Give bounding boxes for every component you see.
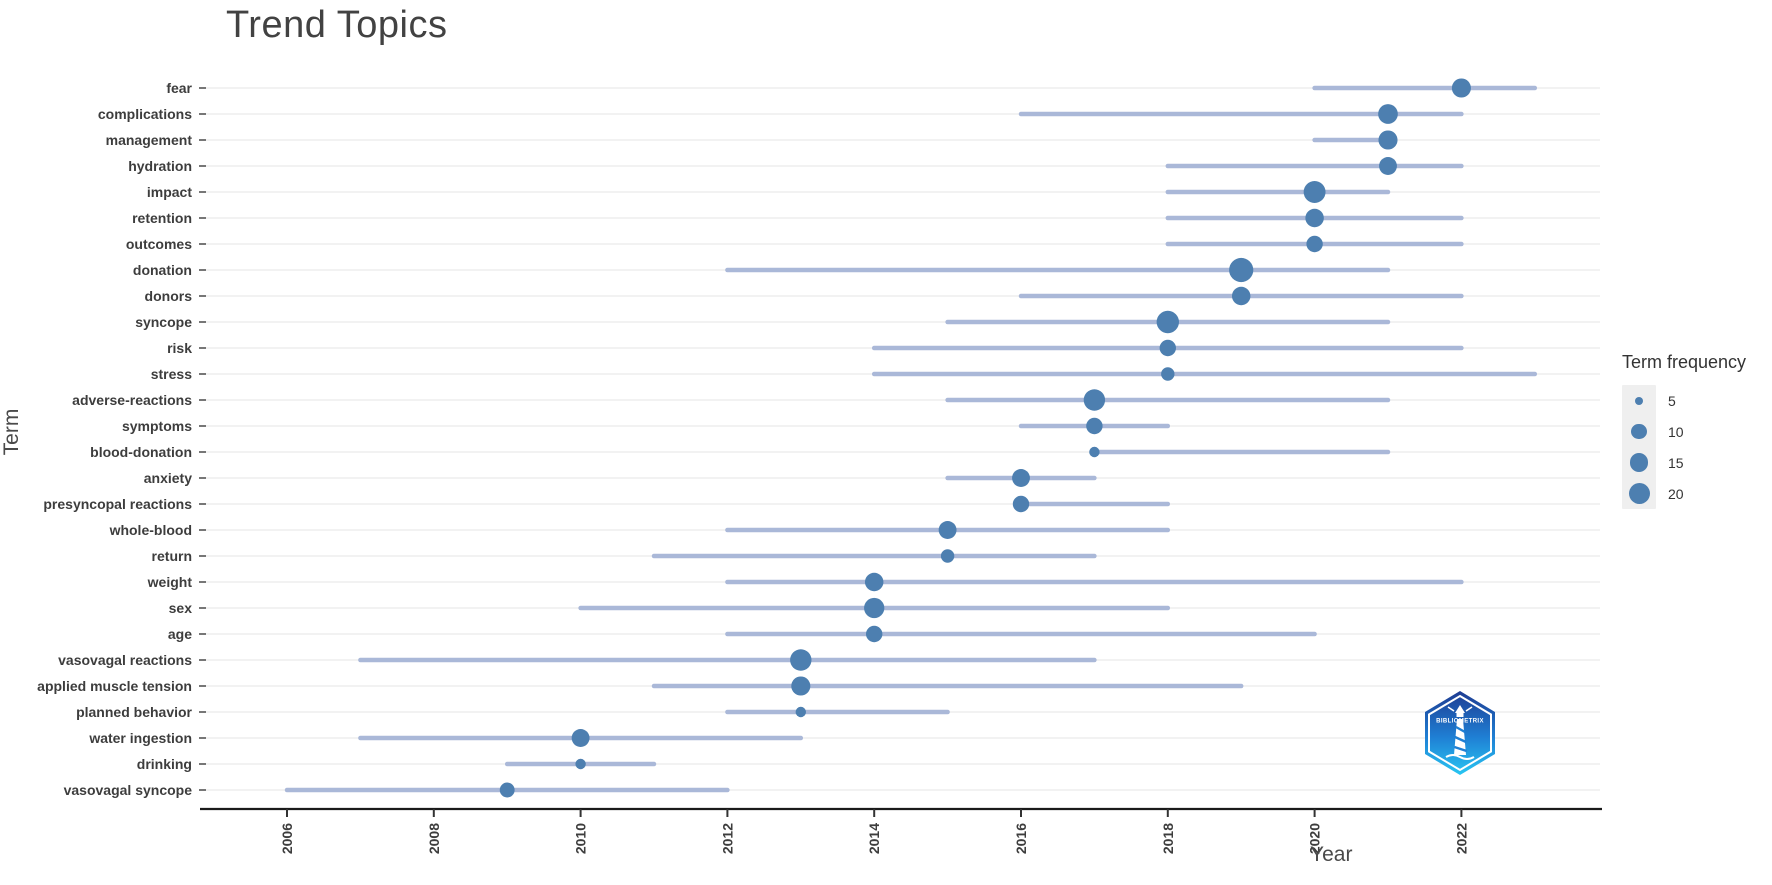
term-label: sex bbox=[169, 600, 193, 616]
x-tick-label: 2022 bbox=[1453, 823, 1469, 854]
legend-size-label: 15 bbox=[1668, 454, 1684, 471]
bibliometrix-logo: BIBLIOMETRIX bbox=[1425, 691, 1495, 775]
legend-size-swatch bbox=[1622, 416, 1656, 447]
trend-dot bbox=[866, 625, 883, 643]
trend-dot bbox=[571, 729, 590, 747]
legend-key bbox=[1622, 385, 1656, 509]
trend-dot bbox=[1305, 208, 1324, 228]
trend-dot bbox=[791, 676, 811, 696]
term-label: vasovagal reactions bbox=[58, 652, 192, 668]
trend-dot bbox=[1378, 130, 1398, 150]
trend-dot bbox=[1229, 257, 1254, 283]
trend-dot bbox=[1306, 235, 1323, 253]
trend-dot bbox=[1156, 310, 1180, 334]
legend: Term frequency 5 10 15 20 bbox=[1622, 352, 1746, 509]
term-label: whole-blood bbox=[109, 522, 192, 538]
term-label: anxiety bbox=[144, 470, 192, 486]
x-tick-label: 2012 bbox=[719, 823, 735, 854]
trend-dot bbox=[1083, 389, 1106, 411]
term-label: impact bbox=[147, 184, 192, 200]
x-tick-label: 2006 bbox=[279, 823, 295, 854]
trend-dot bbox=[1012, 495, 1030, 513]
legend-circle bbox=[1631, 423, 1647, 440]
term-label: age bbox=[168, 626, 192, 642]
x-axis-title: Year bbox=[1310, 843, 1353, 866]
legend-size-swatch bbox=[1622, 385, 1656, 416]
term-label: complications bbox=[98, 106, 192, 122]
term-label: weight bbox=[147, 574, 193, 590]
term-label: donation bbox=[133, 262, 192, 278]
x-tick-label: 2018 bbox=[1160, 823, 1176, 854]
term-label: return bbox=[152, 548, 192, 564]
term-label: risk bbox=[167, 340, 192, 356]
legend-size-label: 20 bbox=[1668, 485, 1684, 502]
trend-dot bbox=[864, 572, 884, 592]
legend-size-swatch bbox=[1622, 478, 1656, 509]
x-tick-label: 2010 bbox=[573, 823, 589, 854]
trend-dot bbox=[575, 758, 586, 770]
term-label: drinking bbox=[137, 756, 192, 772]
term-label: presyncopal reactions bbox=[43, 496, 192, 512]
x-tick-label: 2020 bbox=[1307, 823, 1323, 854]
term-label: management bbox=[106, 132, 193, 148]
x-tick-label: 2014 bbox=[866, 823, 882, 854]
term-label: adverse-reactions bbox=[72, 392, 192, 408]
trend-dot bbox=[1378, 104, 1398, 124]
term-label: vasovagal syncope bbox=[64, 782, 193, 798]
term-label: retention bbox=[132, 210, 192, 226]
legend-title: Term frequency bbox=[1622, 352, 1747, 372]
trend-dot bbox=[1451, 78, 1471, 98]
legend-circle bbox=[1635, 396, 1643, 405]
term-label: planned behavior bbox=[76, 704, 192, 720]
chart-title: Trend Topics bbox=[226, 4, 448, 46]
legend-circle bbox=[1628, 483, 1650, 504]
term-label: outcomes bbox=[126, 236, 192, 252]
trend-dot bbox=[1303, 181, 1326, 203]
term-label: donors bbox=[145, 288, 193, 304]
trend-dot bbox=[1089, 446, 1100, 458]
x-tick-label: 2016 bbox=[1013, 823, 1029, 854]
trend-dot bbox=[940, 549, 955, 563]
legend-size-swatch bbox=[1622, 447, 1656, 478]
term-label: symptoms bbox=[122, 418, 192, 434]
trend-dot bbox=[1379, 157, 1397, 175]
term-label: stress bbox=[151, 366, 192, 382]
x-tick-label: 2008 bbox=[426, 823, 442, 854]
term-label: fear bbox=[166, 80, 192, 96]
term-label: syncope bbox=[135, 314, 192, 330]
term-label: applied muscle tension bbox=[37, 678, 192, 694]
trend-dot bbox=[938, 521, 957, 539]
trend-dot bbox=[1012, 469, 1030, 487]
term-label: hydration bbox=[128, 158, 192, 174]
trend-dot bbox=[1231, 286, 1251, 306]
trend-dot bbox=[1159, 339, 1177, 357]
legend-circle bbox=[1629, 453, 1649, 472]
trend-dot bbox=[864, 597, 885, 619]
term-label: blood-donation bbox=[90, 444, 192, 460]
trend-dot bbox=[790, 649, 812, 671]
legend-size-label: 10 bbox=[1668, 423, 1684, 440]
logo-text: BIBLIOMETRIX bbox=[1436, 719, 1484, 725]
y-axis-title: Term bbox=[0, 408, 23, 456]
term-label: water ingestion bbox=[88, 730, 192, 746]
trend-dot bbox=[499, 782, 515, 798]
trend-dot bbox=[795, 706, 806, 718]
lighthouse-icon bbox=[1445, 705, 1475, 760]
legend-size-label: 5 bbox=[1668, 392, 1676, 409]
trend-dot bbox=[1086, 417, 1103, 435]
trend-dot bbox=[1161, 367, 1175, 381]
